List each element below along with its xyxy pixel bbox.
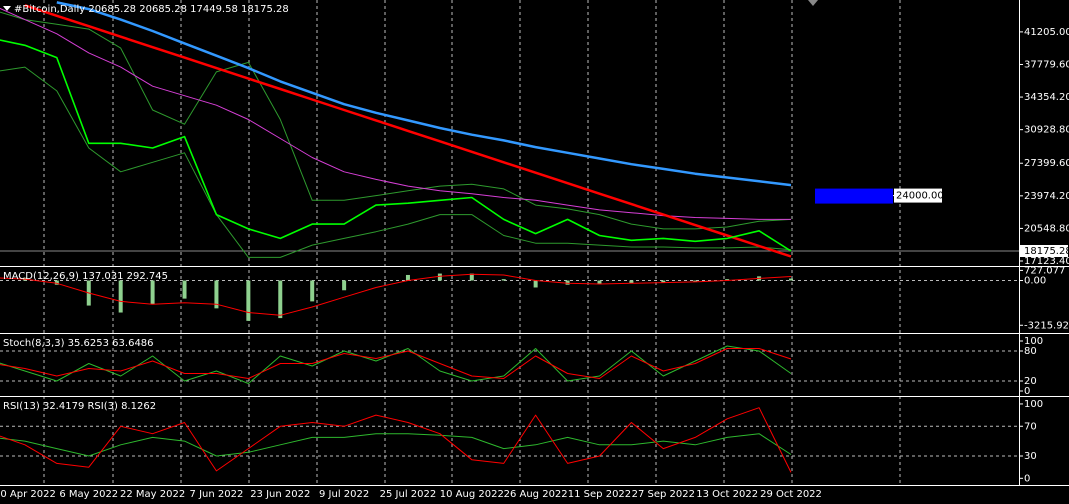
y-tick-label: -3215.924 xyxy=(1024,320,1069,331)
histogram-bar xyxy=(597,280,602,284)
x-tick-label: 6 May 2022 xyxy=(59,489,118,500)
price-level-box xyxy=(894,188,942,203)
histogram-bar xyxy=(54,280,59,285)
y-tick-label: 0.00 xyxy=(1024,276,1046,287)
panel-title: #Bitcoin,Daily 20685.28 20685.28 17449.5… xyxy=(14,4,289,15)
y-tick-label: 20 xyxy=(1024,376,1037,387)
y-tick-label: 0 xyxy=(1024,473,1030,484)
x-tick-label: 20 Apr 2022 xyxy=(0,489,56,500)
histogram-bar xyxy=(565,280,570,285)
histogram-bar xyxy=(342,280,347,291)
series-line xyxy=(0,407,792,473)
y-tick-label: 30928.80 xyxy=(1024,125,1069,136)
y-tick-label: 37779.60 xyxy=(1024,59,1069,70)
histogram-bar xyxy=(533,280,538,288)
series-line xyxy=(0,66,792,258)
panel xyxy=(0,407,1019,473)
panel-title: RSI(13) 32.4179 RSI(3) 8.1262 xyxy=(3,401,156,412)
panel xyxy=(0,273,1019,321)
histogram-bar xyxy=(437,273,442,281)
last-price-label: 18175.28 xyxy=(1024,246,1069,257)
y-tick-label: 80 xyxy=(1024,346,1037,357)
x-tick-label: 13 Oct 2022 xyxy=(696,489,758,500)
x-tick-label: 26 Aug 2022 xyxy=(504,489,568,500)
y-tick-label: 23974.20 xyxy=(1024,191,1069,202)
series-line xyxy=(0,7,791,220)
y-tick-label: 0 xyxy=(1024,386,1030,397)
histogram-bar xyxy=(405,274,410,281)
x-tick-label: 9 Jul 2022 xyxy=(319,489,369,500)
x-tick-label: 27 Sep 2022 xyxy=(632,489,695,500)
histogram-bar xyxy=(789,278,793,281)
y-tick-label: 70 xyxy=(1024,421,1037,432)
frame xyxy=(0,0,1069,486)
x-tick-label: 10 Aug 2022 xyxy=(440,489,504,500)
price-level xyxy=(815,188,893,204)
histogram-bar xyxy=(629,280,634,284)
series-line xyxy=(0,273,792,316)
series-line xyxy=(0,39,792,252)
series-line xyxy=(0,348,792,379)
histogram-bar xyxy=(278,280,283,319)
histogram-bar xyxy=(214,280,219,309)
histogram-bar xyxy=(661,280,666,283)
histogram-bar xyxy=(469,273,474,281)
last-price-box xyxy=(1020,245,1068,258)
x-tick-label: 29 Oct 2022 xyxy=(760,489,822,500)
y-tick-label: 727.077 xyxy=(1024,265,1065,276)
x-tick-label: 23 Jun 2022 xyxy=(250,489,310,500)
series-line xyxy=(24,4,792,258)
panel-title: Stoch(8,3,3) 35.6253 63.6486 xyxy=(3,338,154,349)
panel xyxy=(0,345,1019,384)
histogram-bar xyxy=(310,280,315,302)
x-tick-label: 7 Jun 2022 xyxy=(190,489,244,500)
histogram-bar xyxy=(150,280,155,305)
y-tick-label: 100 xyxy=(1024,399,1043,410)
histogram-bar xyxy=(374,280,379,282)
x-tick-label: 22 May 2022 xyxy=(120,489,185,500)
x-tick-label: 11 Sep 2022 xyxy=(568,489,631,500)
y-tick-label: 27399.60 xyxy=(1024,158,1069,169)
histogram-bar xyxy=(246,280,251,321)
y-tick-label: 30 xyxy=(1024,451,1037,462)
y-tick-label: 17123.40 xyxy=(1024,256,1069,267)
histogram-bar xyxy=(725,279,730,281)
panel xyxy=(0,1,1019,258)
y-tick-label: 20548.80 xyxy=(1024,223,1069,234)
menu-triangle[interactable] xyxy=(3,6,11,11)
series-line xyxy=(56,1,792,187)
shift-marker xyxy=(808,0,818,6)
histogram-bar xyxy=(182,280,187,299)
panel-title: MACD(12,26,9) 137.031 292.745 xyxy=(3,271,168,282)
histogram-bar xyxy=(118,280,123,313)
price-level-label: 24000.00 xyxy=(896,191,944,202)
x-tick-label: 25 Jul 2022 xyxy=(380,489,437,500)
y-tick-label: 41205.00 xyxy=(1024,27,1069,38)
series-line xyxy=(0,11,792,230)
histogram-bar xyxy=(501,279,506,281)
y-tick-label: 100 xyxy=(1024,336,1043,347)
y-tick-label: 34354.20 xyxy=(1024,92,1069,103)
series-line xyxy=(0,433,792,457)
histogram-bar xyxy=(693,280,698,282)
